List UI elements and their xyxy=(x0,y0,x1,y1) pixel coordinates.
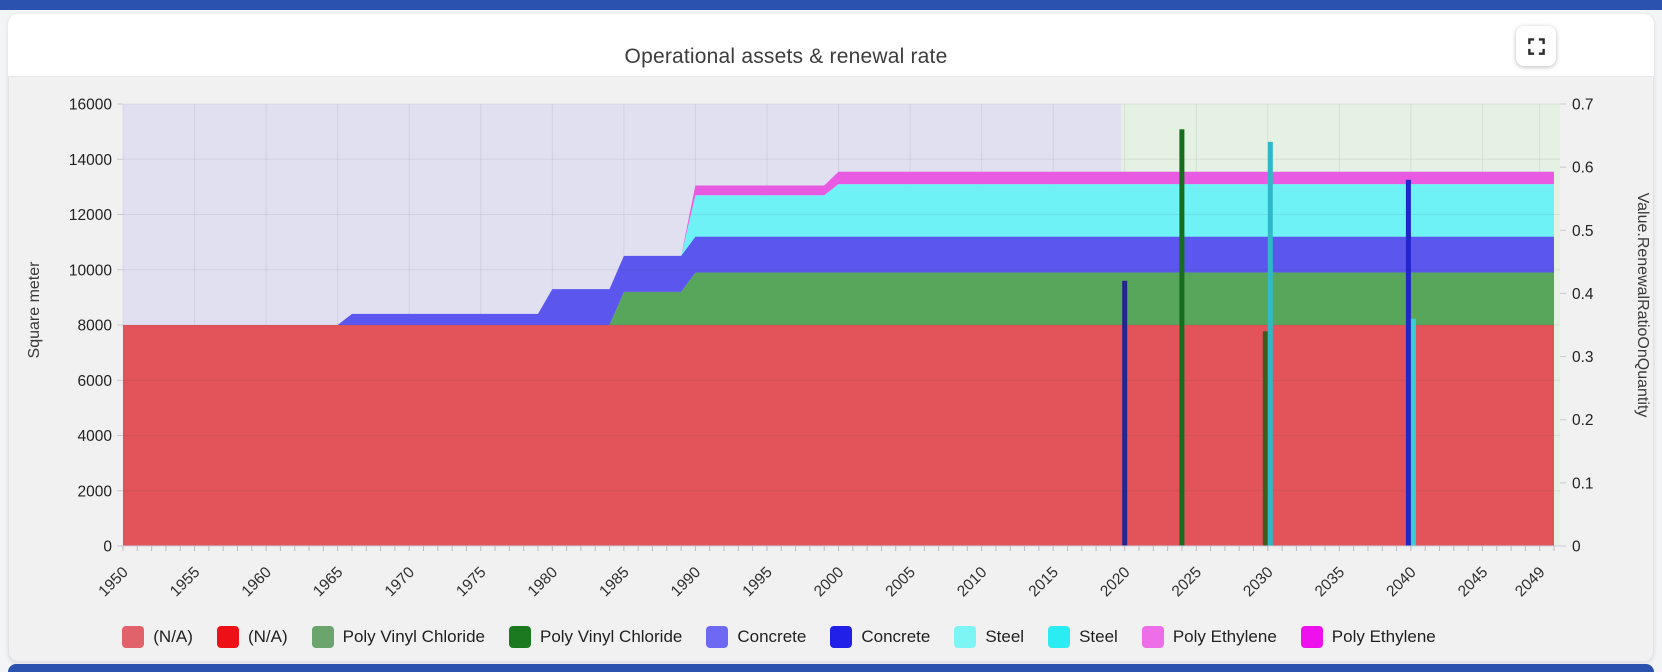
x-tick-label: 2040 xyxy=(1383,564,1420,601)
x-tick-label: 2000 xyxy=(811,564,848,601)
legend-label: Poly Vinyl Chloride xyxy=(539,627,683,646)
y-left-tick-label: 8000 xyxy=(78,318,113,335)
legend-label: Concrete xyxy=(861,627,931,646)
renewal-bar-2030 xyxy=(1262,331,1268,546)
y-right-tick-label: 0.1 xyxy=(1572,475,1594,492)
fullscreen-button[interactable] xyxy=(1516,26,1556,66)
area-series-2 xyxy=(123,236,1554,325)
legend-label: Steel xyxy=(1079,627,1118,646)
renewal-bar-2020 xyxy=(1122,280,1128,546)
x-tick-label: 2030 xyxy=(1240,564,1277,601)
legend-label: Concrete xyxy=(737,627,807,646)
y-right-tick-label: 0 xyxy=(1572,539,1581,556)
renewal-bar-2024 xyxy=(1179,129,1185,547)
legend-swatch xyxy=(1141,626,1164,648)
legend-item[interactable]: Steel xyxy=(1048,626,1118,648)
legend-swatch xyxy=(1048,626,1071,648)
x-tick-label: 1955 xyxy=(167,564,203,600)
renewal-bar-2040 xyxy=(1405,179,1411,547)
x-tick-label: 2010 xyxy=(954,564,991,601)
x-tick-label: 1970 xyxy=(382,564,419,601)
y-left-tick-label: 2000 xyxy=(78,483,113,500)
legend-swatch xyxy=(830,626,853,648)
legend-swatch xyxy=(122,626,145,648)
x-tick-label: 1980 xyxy=(525,564,562,601)
y-right-tick-label: 0.7 xyxy=(1572,97,1594,114)
x-tick-label: 1985 xyxy=(596,564,632,600)
legend-label: Poly Vinyl Chloride xyxy=(342,627,485,646)
y-right-tick-label: 0.3 xyxy=(1572,349,1594,366)
legend-swatch xyxy=(311,626,334,648)
legend-swatch xyxy=(954,626,977,648)
x-tick-label: 1990 xyxy=(668,564,705,601)
y-right-axis-title: Value.RenewalRatioOnQuantity xyxy=(1634,192,1651,418)
x-tick-label: 2015 xyxy=(1026,564,1062,600)
x-tick-label: 1965 xyxy=(310,564,346,600)
x-tick-label: 2045 xyxy=(1455,564,1491,600)
y-left-tick-label: 4000 xyxy=(78,428,113,445)
y-right-tick-label: 0.2 xyxy=(1572,412,1594,429)
legend-label: Poly Ethylene xyxy=(1331,627,1436,646)
legend-item[interactable]: Steel xyxy=(954,626,1024,648)
y-left-tick-label: 12000 xyxy=(69,207,112,224)
legend-label: Poly Ethylene xyxy=(1172,627,1277,646)
y-left-tick-label: 16000 xyxy=(69,97,112,114)
legend-item[interactable]: Poly Vinyl Chloride xyxy=(508,626,683,648)
y-right-tick-label: 0.4 xyxy=(1572,286,1594,303)
x-tick-label: 2035 xyxy=(1312,564,1348,600)
y-left-tick-label: 10000 xyxy=(69,262,112,279)
legend-item[interactable]: Concrete xyxy=(830,626,930,648)
legend-label: Steel xyxy=(985,627,1025,646)
renewal-bar-2040 xyxy=(1410,318,1416,546)
top-accent-bar xyxy=(0,0,1662,10)
area-series-0 xyxy=(123,325,1554,546)
legend-item[interactable]: Concrete xyxy=(706,626,806,648)
x-tick-label: 2020 xyxy=(1097,564,1134,601)
x-tick-label: 1960 xyxy=(239,564,276,601)
y-left-tick-label: 0 xyxy=(103,539,112,556)
legend-label: (N/A) xyxy=(153,627,193,646)
x-tick-label: 2025 xyxy=(1169,564,1205,600)
legend-swatch xyxy=(1300,626,1323,648)
x-tick-label: 2005 xyxy=(882,564,918,600)
card-header xyxy=(8,14,1654,77)
x-tick-label: 2049 xyxy=(1512,564,1548,600)
y-right-tick-label: 0.6 xyxy=(1572,160,1594,177)
fullscreen-icon xyxy=(1527,37,1546,56)
y-left-tick-label: 6000 xyxy=(78,373,113,390)
legend-item[interactable]: (N/A) xyxy=(122,626,193,648)
area-series-3 xyxy=(123,184,1554,325)
x-tick-label: 1995 xyxy=(739,564,775,600)
bottom-accent-bar xyxy=(8,664,1654,672)
y-left-tick-label: 14000 xyxy=(69,152,112,169)
legend-item[interactable]: Poly Vinyl Chloride xyxy=(311,626,485,648)
legend-item[interactable]: Poly Ethylene xyxy=(1300,626,1436,648)
x-tick-label: 1975 xyxy=(453,564,489,600)
legend-swatch xyxy=(216,626,239,648)
legend: (N/A) (N/A) Poly Vinyl Chloride Poly Vinyl … xyxy=(8,618,1654,656)
area-series-1 xyxy=(123,272,1554,325)
y-left-axis-title: Square meter xyxy=(26,261,43,359)
legend-item[interactable]: Poly Ethylene xyxy=(1141,626,1277,648)
legend-label: (N/A) xyxy=(247,627,288,646)
legend-swatch xyxy=(706,626,729,648)
chart-title: Operational assets & renewal rate xyxy=(624,45,948,68)
y-right-tick-label: 0.5 xyxy=(1572,223,1594,240)
legend-swatch xyxy=(508,626,531,648)
renewal-bar-2030 xyxy=(1267,141,1273,546)
legend-item[interactable]: (N/A) xyxy=(216,626,288,648)
x-tick-label: 1950 xyxy=(95,564,132,601)
